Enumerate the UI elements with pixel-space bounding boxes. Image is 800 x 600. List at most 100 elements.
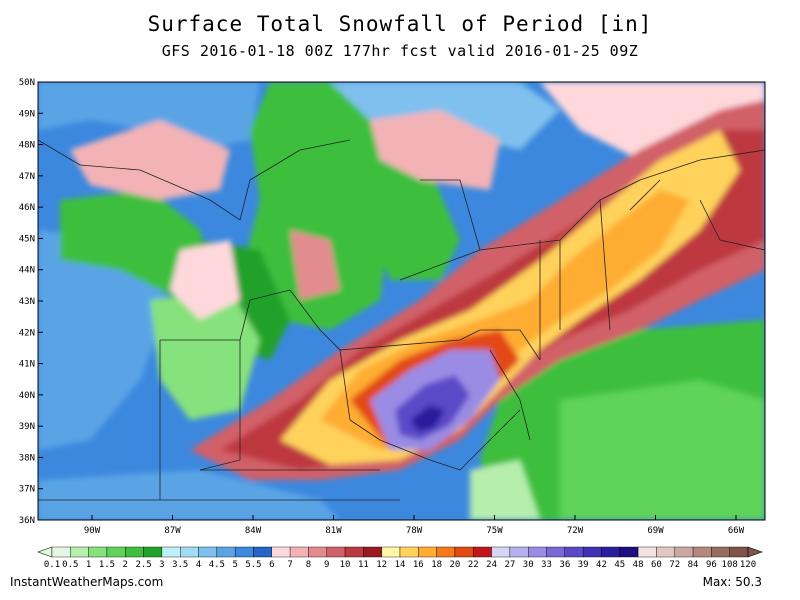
colorbar-label: 72: [669, 560, 680, 570]
colorbar-label: 9: [324, 560, 329, 570]
colorbar-label: 5.5: [245, 560, 261, 570]
colorbar-swatch: [216, 546, 236, 558]
lat-label: 45N: [19, 234, 35, 244]
map-title: Surface Total Snowfall of Period [in]: [147, 12, 653, 36]
colorbar-swatch: [234, 546, 254, 558]
colorbar-label: 14: [395, 560, 406, 570]
colorbar-swatch: [381, 546, 401, 558]
lon-label: 72W: [567, 526, 584, 536]
colorbar-swatch: [546, 546, 566, 558]
lat-label: 48N: [19, 141, 35, 151]
lat-label: 43N: [19, 297, 35, 307]
colorbar-label: 60: [651, 560, 662, 570]
lon-label: 90W: [84, 526, 101, 536]
colorbar-label: 108: [722, 560, 738, 570]
colorbar-low-arrow: [37, 546, 53, 558]
latitude-axis: 50N 49N 48N 47N 46N 45N 44N 43N 42N 41N 40N 39N 38N 3…: [19, 78, 43, 526]
colorbar-swatch: [711, 546, 730, 558]
colorbar-label: 3.5: [172, 560, 188, 570]
colorbar-swatch: [436, 546, 456, 558]
colorbar-label: 3: [159, 560, 164, 570]
colorbar-swatch: [88, 546, 108, 558]
colorbar-swatch: [454, 546, 474, 558]
colorbar-swatch: [399, 546, 419, 558]
colorbar-label: 4.5: [209, 560, 225, 570]
colorbar: 0.1 0.5 1 1.5 2 2.5 3 3.5 4 4.5 5 5.5 6 7 8 9 10 11 12 14 16…: [37, 546, 763, 570]
lon-label: 84W: [245, 526, 262, 536]
colorbar-label: 42: [596, 560, 607, 570]
colorbar-swatch: [656, 546, 675, 558]
map-panel: [38, 82, 765, 520]
colorbar-swatch: [637, 546, 657, 558]
colorbar-label: 48: [633, 560, 644, 570]
colorbar-label: 0.5: [62, 560, 78, 570]
colorbar-swatch: [344, 546, 364, 558]
colorbar-label: 10: [340, 560, 351, 570]
colorbar-label: 24: [486, 560, 497, 570]
colorbar-label: 18: [431, 560, 442, 570]
lat-label: 39N: [19, 422, 35, 432]
colorbar-label: 39: [578, 560, 589, 570]
colorbar-swatch: [363, 546, 382, 558]
max-label: Max:: [702, 575, 732, 589]
colorbar-label: 36: [559, 560, 570, 570]
colorbar-label: 20: [450, 560, 461, 570]
lat-label: 38N: [19, 453, 35, 463]
colorbar-swatch: [528, 546, 547, 558]
colorbar-label: 96: [706, 560, 717, 570]
lat-label: 46N: [19, 203, 35, 213]
colorbar-label: 0.1: [44, 560, 60, 570]
colorbar-label: 22: [468, 560, 479, 570]
lon-label: 78W: [406, 526, 423, 536]
colorbar-swatch: [253, 546, 272, 558]
colorbar-swatch: [180, 546, 199, 558]
colorbar-label: 33: [541, 560, 552, 570]
colorbar-swatch: [692, 546, 712, 558]
lat-label: 41N: [19, 360, 35, 370]
colorbar-swatch: [51, 546, 71, 558]
colorbar-swatch: [271, 546, 291, 558]
colorbar-swatch: [491, 546, 511, 558]
lon-label: 81W: [325, 526, 342, 536]
lat-label: 49N: [19, 109, 35, 119]
max-value-readout: Max: 50.3: [703, 575, 762, 589]
colorbar-label: 2: [123, 560, 128, 570]
lon-label: 87W: [164, 526, 181, 536]
colorbar-swatch: [674, 546, 694, 558]
longitude-axis: 90W 87W 84W 81W 78W 75W 72W 69W 66W: [84, 515, 745, 536]
colorbar-high-arrow: [747, 546, 763, 558]
colorbar-swatch: [308, 546, 327, 558]
colorbar-label: 27: [504, 560, 515, 570]
colorbar-swatch: [143, 546, 163, 558]
colorbar-swatch: [161, 546, 181, 558]
colorbar-swatch: [619, 546, 639, 558]
boundary-lines: [38, 139, 765, 501]
lon-label: 66W: [728, 526, 745, 536]
colorbar-label: 6: [269, 560, 274, 570]
colorbar-swatch: [473, 546, 492, 558]
lat-label: 42N: [19, 328, 35, 338]
lon-label: 75W: [486, 526, 503, 536]
colorbar-swatch: [601, 546, 620, 558]
colorbar-label: 45: [614, 560, 625, 570]
colorbar-swatch: [729, 546, 749, 558]
colorbar-label: 8: [306, 560, 311, 570]
colorbar-label: 120: [740, 560, 756, 570]
colorbar-label: 16: [413, 560, 424, 570]
colorbar-swatch: [198, 546, 218, 558]
lon-label: 69W: [647, 526, 664, 536]
colorbar-swatch: [125, 546, 144, 558]
colorbar-label: 7: [287, 560, 292, 570]
colorbar-swatch: [326, 546, 346, 558]
lat-label: 37N: [19, 485, 35, 495]
colorbar-label: 84: [688, 560, 699, 570]
colorbar-label: 4: [196, 560, 201, 570]
colorbar-label: 1: [86, 560, 91, 570]
lat-label: 47N: [19, 172, 35, 182]
colorbar-label: 2.5: [135, 560, 151, 570]
site-credit: InstantWeatherMaps.com: [10, 575, 164, 589]
colorbar-label: 5: [232, 560, 237, 570]
colorbar-swatch: [289, 546, 309, 558]
lat-label: 50N: [19, 78, 35, 88]
